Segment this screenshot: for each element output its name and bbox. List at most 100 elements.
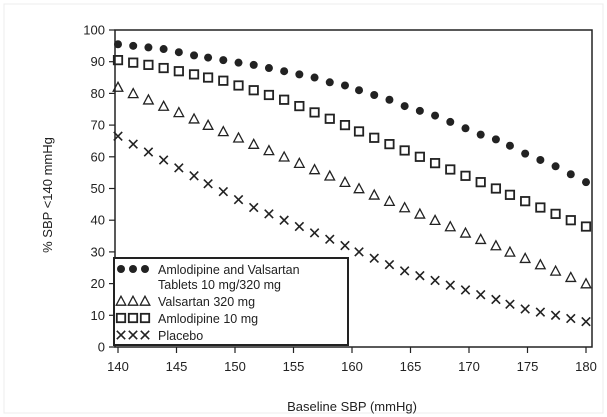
data-point — [264, 64, 273, 73]
data-point — [354, 247, 364, 257]
legend-marker — [140, 330, 150, 340]
legend-marker — [139, 294, 151, 306]
data-point — [158, 155, 169, 165]
legend-marker — [116, 330, 126, 340]
y-tick-label: 0 — [98, 340, 105, 355]
data-point — [309, 107, 320, 118]
data-point — [340, 81, 349, 90]
legend-marker — [129, 265, 137, 273]
data-point — [566, 313, 576, 324]
data-point — [144, 43, 153, 52]
data-point — [233, 194, 244, 205]
data-point — [580, 277, 592, 289]
legend-marker — [115, 312, 127, 324]
data-point — [114, 40, 122, 49]
data-point — [217, 125, 230, 137]
cross-stroke — [415, 270, 425, 281]
data-point — [219, 56, 228, 65]
data-point — [112, 55, 124, 66]
data-point — [504, 245, 516, 257]
data-point — [564, 271, 577, 283]
cross-stroke — [309, 228, 320, 238]
data-point — [308, 163, 321, 175]
data-point — [445, 164, 456, 175]
data-point — [431, 111, 440, 120]
legend-item-3: Amlodipine 10 mg — [115, 312, 258, 326]
legend-marker — [139, 312, 151, 324]
cross-stroke — [535, 307, 546, 317]
data-point — [129, 41, 138, 50]
cross-stroke — [340, 240, 350, 251]
data-point — [143, 147, 154, 157]
data-point — [444, 220, 457, 232]
series-4 — [113, 131, 591, 327]
data-point — [459, 226, 472, 238]
y-tick-label: 80 — [91, 86, 105, 101]
x-tick-label: 155 — [283, 359, 305, 374]
y-tick-label: 40 — [91, 213, 105, 228]
data-point — [204, 53, 213, 62]
y-tick-label: 30 — [91, 244, 105, 259]
data-point — [264, 209, 274, 219]
series-2 — [112, 80, 592, 289]
data-point — [218, 186, 229, 197]
data-point — [534, 258, 547, 270]
cross-stroke — [354, 247, 364, 257]
data-point — [519, 252, 532, 264]
data-point — [232, 131, 245, 143]
data-point — [551, 162, 560, 171]
data-point — [565, 215, 576, 226]
data-point — [279, 215, 289, 225]
x-tick-label: 180 — [575, 359, 597, 374]
data-point — [460, 170, 471, 181]
cross-stroke — [369, 253, 379, 264]
data-point — [370, 90, 379, 99]
legend-label: Tablets 10 mg/320 mg — [158, 278, 281, 292]
data-point — [280, 67, 289, 76]
y-tick-label: 50 — [91, 181, 105, 196]
data-point — [384, 139, 395, 150]
data-point — [520, 304, 530, 314]
series-1 — [114, 40, 590, 187]
data-point — [385, 95, 394, 104]
data-point — [461, 124, 470, 133]
cross-stroke — [264, 209, 274, 219]
data-point — [143, 59, 154, 70]
data-point — [535, 202, 546, 213]
data-point — [157, 99, 170, 111]
data-point — [399, 145, 410, 156]
cross-stroke — [505, 299, 515, 309]
data-point — [174, 48, 183, 57]
data-point — [174, 163, 184, 173]
cross-stroke — [233, 194, 244, 205]
cross-stroke — [325, 234, 335, 244]
data-point — [580, 221, 592, 232]
data-point — [353, 182, 365, 194]
axes: 0 10 20 30 40 50 60 70 80 90 100 140 145 150 155 160 165… — [83, 23, 597, 375]
data-point — [355, 86, 364, 95]
legend-marker — [128, 330, 138, 340]
legend-item-2: Valsartan 320 mg — [115, 294, 255, 309]
cross-stroke — [140, 330, 150, 340]
data-point — [113, 131, 123, 141]
data-point — [505, 141, 514, 150]
data-point — [190, 51, 199, 60]
y-tick-label: 100 — [83, 23, 105, 38]
cross-stroke — [128, 139, 138, 149]
x-tick-label: 160 — [341, 359, 363, 374]
data-point — [324, 113, 335, 124]
cross-stroke — [491, 294, 501, 305]
legend-label: Valsartan 320 mg — [158, 295, 255, 309]
data-point — [429, 214, 441, 226]
data-point — [490, 183, 502, 194]
data-point — [536, 155, 545, 164]
data-point — [566, 170, 575, 179]
y-axis-label: % SBP <140 mmHg — [40, 137, 55, 253]
data-point — [535, 307, 546, 317]
cross-stroke — [279, 215, 289, 225]
data-point — [127, 87, 140, 99]
cross-stroke — [294, 221, 305, 232]
